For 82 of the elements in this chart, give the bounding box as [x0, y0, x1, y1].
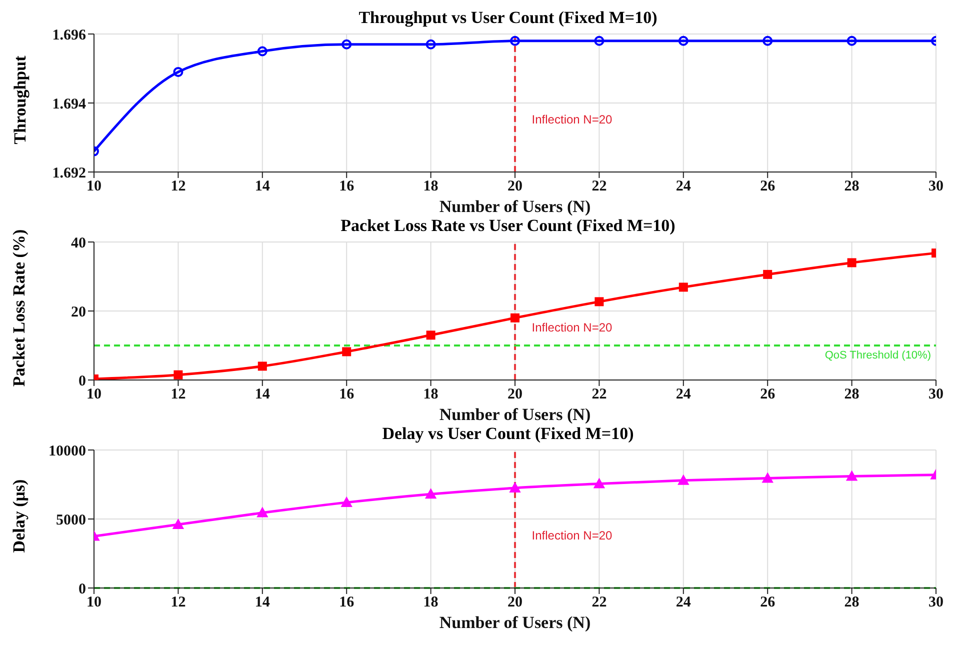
point	[594, 297, 604, 306]
x-tick-label: 18	[423, 178, 438, 195]
y-axis-title: Throughput	[10, 56, 30, 144]
x-tick-label: 16	[339, 178, 355, 195]
point	[342, 39, 352, 50]
x-tick-label: 20	[508, 178, 522, 195]
x-tick-label: 16	[339, 594, 355, 611]
point	[173, 66, 184, 77]
point	[763, 270, 772, 279]
x-tick-label: 12	[170, 178, 186, 195]
x-tick-label: 30	[928, 386, 944, 403]
annotation: Inflection N=20	[532, 112, 613, 126]
ref-line-label: QoS Threshold (10%)	[824, 349, 931, 362]
x-tick-label: 24	[676, 594, 692, 611]
x-axis-title: Number of Users (N)	[439, 613, 591, 632]
y-tick-label: 40	[71, 235, 86, 252]
point	[762, 472, 774, 483]
x-tick-label: 10	[86, 178, 102, 195]
point	[425, 488, 436, 499]
x-tick-label: 26	[760, 594, 776, 611]
annotation: Inflection N=20	[532, 528, 613, 542]
chart-title: Packet Loss Rate vs User Count (Fixed M=10)	[340, 216, 676, 235]
point	[256, 507, 268, 518]
y-tick-label: 10000	[48, 443, 86, 460]
y-tick-label: 0	[78, 581, 86, 598]
y-tick-label: 1.692	[52, 165, 86, 182]
x-tick-label: 26	[760, 178, 776, 195]
point	[678, 474, 689, 485]
point	[257, 46, 268, 56]
x-tick-label: 10	[86, 386, 102, 403]
y-axis-title: Delay (μs)	[10, 479, 29, 553]
chart-title: Delay vs User Count (Fixed M=10)	[381, 424, 635, 444]
x-tick-label: 28	[844, 386, 860, 403]
point	[678, 36, 688, 46]
x-tick-label: 18	[423, 594, 438, 611]
x-tick-label: 12	[170, 594, 186, 611]
x-tick-label: 20	[508, 386, 522, 403]
point	[342, 347, 352, 356]
point	[510, 313, 520, 322]
x-tick-label: 30	[928, 178, 944, 195]
y-tick-label: 0	[78, 373, 86, 390]
point	[426, 39, 436, 50]
x-tick-label: 26	[760, 386, 776, 403]
x-tick-label: 12	[170, 386, 186, 403]
x-tick-label: 14	[254, 178, 270, 195]
x-tick-label: 28	[844, 594, 860, 611]
x-tick-label: 22	[592, 178, 607, 195]
y-tick-label: 5000	[56, 512, 86, 528]
x-tick-label: 10	[86, 594, 102, 611]
x-axis-title: Number of Users (N)	[439, 405, 591, 424]
point	[510, 482, 520, 492]
x-axis-title: Number of Users (N)	[439, 197, 591, 216]
x-tick-label: 24	[676, 178, 692, 195]
x-tick-label: 28	[844, 178, 860, 195]
x-tick-label: 22	[592, 594, 607, 611]
point	[847, 258, 856, 268]
point	[846, 36, 857, 46]
point	[426, 330, 436, 340]
point	[174, 370, 183, 380]
y-tick-label: 20	[71, 304, 86, 320]
y-tick-label: 1.694	[52, 96, 86, 112]
x-tick-label: 20	[508, 594, 522, 611]
x-tick-label: 30	[928, 594, 944, 611]
x-tick-label: 24	[676, 386, 692, 403]
annotation: Inflection N=20	[532, 320, 613, 334]
point	[510, 36, 520, 46]
chart-title: Throughput vs User Count (Fixed M=10)	[358, 8, 658, 28]
x-tick-label: 18	[423, 386, 438, 403]
point	[258, 362, 267, 371]
x-tick-label: 14	[254, 594, 270, 611]
point	[594, 478, 605, 488]
point	[846, 470, 858, 481]
y-axis-title: Packet Loss Rate (%)	[10, 229, 29, 387]
point	[341, 496, 352, 507]
point	[172, 519, 184, 530]
point	[594, 36, 604, 46]
point	[762, 36, 773, 46]
x-tick-label: 14	[254, 386, 270, 403]
y-tick-label: 1.696	[52, 27, 86, 44]
x-tick-label: 22	[592, 386, 607, 403]
x-tick-label: 16	[339, 386, 355, 403]
point	[678, 282, 688, 292]
